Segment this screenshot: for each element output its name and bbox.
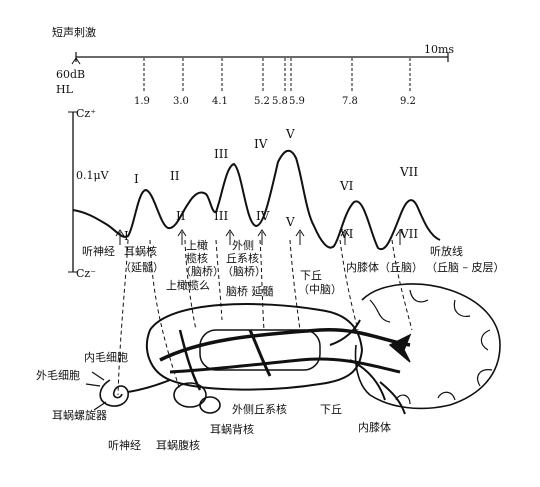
anatomy-ventral-cochlear-nucleus: 耳蜗腹核 — [156, 439, 200, 452]
peak-label: VII — [400, 165, 419, 179]
latency-tick-label: 5.2 — [254, 96, 270, 107]
stimulus-axis — [75, 52, 449, 92]
trough-marker: VI — [340, 227, 354, 241]
trough-marker: IV — [256, 209, 270, 223]
generator-lateral-lemniscus-1: 外侧 — [232, 239, 254, 252]
generator-auditory-nerve: 听神经 — [82, 245, 115, 258]
trough-marker: I — [124, 229, 129, 243]
anatomy-auditory-nerve: 听神经 — [108, 439, 141, 452]
generator-lateral-lemniscus-2: 丘系核 — [226, 252, 259, 265]
generator-pons-2: （脑桥） — [222, 265, 266, 278]
anatomy-medial-geniculate: 内膝体 — [358, 421, 391, 434]
anatomy-lateral-lemniscus: 外侧丘系核 — [232, 403, 287, 416]
latency-tick-label: 5.8 — [272, 96, 288, 107]
trough-marker: V — [286, 215, 295, 229]
generator-medulla: （延髓） — [120, 261, 164, 274]
generator-inferior-colliculus: 下丘 — [300, 269, 322, 282]
generator-arrows — [115, 229, 405, 245]
cz-negative-label: Cz⁻ — [76, 267, 97, 280]
stimulus-level: 60dB — [56, 68, 86, 81]
generator-medial-geniculate: 内膝体（丘脑） — [346, 261, 423, 274]
latency-tick-label: 1.9 — [134, 96, 150, 107]
stimulus-end-time: 10ms — [424, 43, 455, 56]
peak-label: III — [214, 147, 229, 161]
anatomy-dorsal-cochlear-nucleus: 耳蜗背核 — [210, 423, 254, 436]
latency-tick-label: 3.0 — [173, 96, 189, 107]
latency-tick-label: 9.2 — [400, 96, 416, 107]
generator-superior-olive-2: 榄核 — [186, 252, 208, 265]
connector-lines — [117, 239, 413, 396]
generator-cochlear-nucleus: 耳蜗核 — [124, 245, 157, 258]
stimulus-title: 短声刺激 — [52, 26, 96, 39]
peak-label: I — [134, 172, 139, 186]
peak-label: V — [286, 127, 295, 141]
generator-superior-olive-full: 上橄榄么 — [166, 279, 210, 292]
generator-cortex: （丘脑 – 皮层） — [426, 261, 505, 274]
latency-tick-label: 4.1 — [212, 96, 228, 107]
cz-positive-label: Cz⁺ — [76, 107, 97, 120]
generator-superior-olive-1: 上橄 — [186, 239, 208, 252]
generator-pons-1: （脑桥） — [180, 265, 224, 278]
generator-midbrain: （中脑） — [298, 283, 342, 296]
latency-tick-label: 7.8 — [342, 96, 358, 107]
waveform-axis — [68, 111, 78, 273]
abr-waveform — [72, 149, 441, 251]
peak-label: IV — [254, 137, 268, 151]
latency-tick-label: 5.9 — [289, 96, 305, 107]
trough-marker: VII — [400, 227, 419, 241]
anatomy-inferior-colliculus: 下丘 — [320, 403, 342, 416]
anatomy-inner-hair-cell: 内毛细胞 — [84, 351, 128, 364]
anatomy-cochlea: 耳蜗螺旋器 — [52, 409, 107, 422]
onset-marker — [71, 57, 81, 65]
stimulus-level-unit: HL — [56, 83, 73, 96]
brainstem-schematic — [85, 283, 501, 415]
trough-marker: II — [176, 209, 186, 223]
generator-pons-medulla: 脑桥 延髓 — [226, 285, 274, 298]
generator-auditory-radiation: 听放线 — [430, 245, 463, 258]
peak-label: II — [170, 169, 180, 183]
amplitude-scale-label: 0.1μV — [76, 169, 109, 182]
trough-marker: III — [214, 209, 229, 223]
anatomy-outer-hair-cell: 外毛细胞 — [36, 369, 80, 382]
peak-label: VI — [340, 179, 354, 193]
